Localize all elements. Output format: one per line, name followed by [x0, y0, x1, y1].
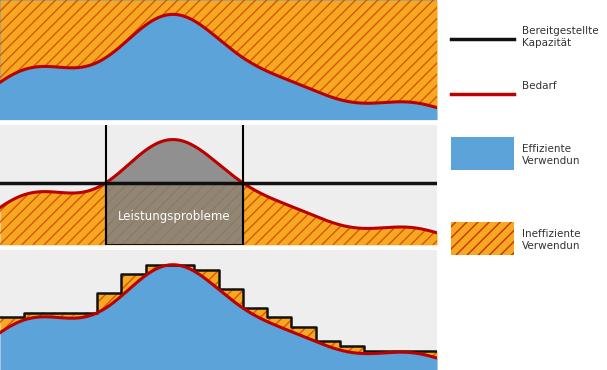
- Bar: [451, 222, 514, 255]
- Bar: [106, 183, 243, 245]
- Bar: [451, 222, 514, 255]
- Text: Leistungsprobleme: Leistungsprobleme: [118, 210, 231, 223]
- Text: Bedarf: Bedarf: [522, 81, 557, 91]
- Text: Effiziente
Verwendun: Effiziente Verwendun: [522, 144, 580, 166]
- Bar: [451, 137, 514, 170]
- Text: Bereitgestellte
Kapazität: Bereitgestellte Kapazität: [522, 26, 599, 47]
- Text: Ineffiziente
Verwendun: Ineffiziente Verwendun: [522, 229, 580, 251]
